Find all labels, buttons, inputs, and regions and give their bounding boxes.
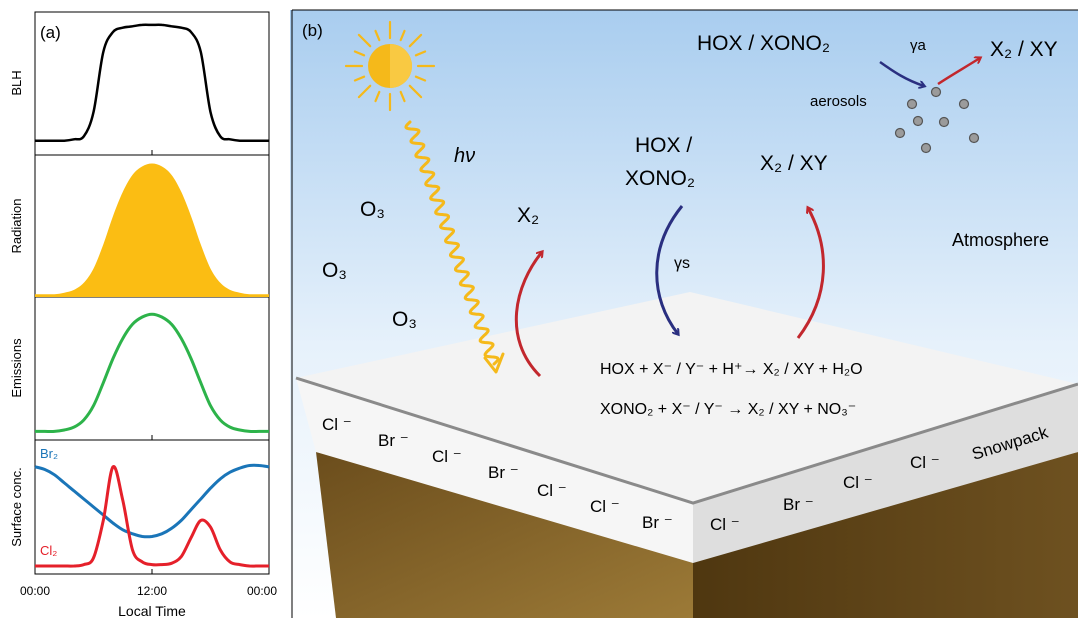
ion-label: Cl ⁻ — [322, 415, 352, 434]
ion-label: Cl ⁻ — [432, 447, 462, 466]
sun-ray — [414, 50, 427, 57]
xtick-0000-left: 00:00 — [20, 584, 50, 598]
x2-release-arrow — [514, 252, 542, 378]
sun-ray — [408, 33, 423, 48]
legend-br2: Br₂ — [40, 446, 58, 461]
hox-label-line1: HOX / — [635, 134, 692, 157]
ion-label: Cl ⁻ — [710, 515, 740, 534]
sun-ray — [353, 75, 366, 82]
xtick-1200: 12:00 — [137, 584, 167, 598]
sun-ray — [399, 90, 406, 103]
panel-b-label: (b) — [302, 21, 323, 40]
atmosphere-label: Atmosphere — [952, 230, 1049, 250]
ion-label: Br ⁻ — [642, 513, 673, 532]
ion-label: Cl ⁻ — [910, 453, 940, 472]
sun-ray — [374, 90, 381, 103]
subplot-emissions-frame — [34, 296, 270, 441]
sun-ray — [414, 75, 427, 82]
gamma-s-label: γs — [674, 255, 690, 272]
subplot-blh-frame — [34, 11, 270, 156]
radiation-area — [35, 163, 269, 297]
sun-ray — [357, 84, 372, 99]
sun-ray — [399, 29, 406, 42]
xtick-0000-right: 00:00 — [247, 584, 277, 598]
ozone-label-2: O₃ — [322, 259, 347, 282]
panel-b-diagram: (b) hν O₃ O₃ O₃ X₂ HOX / XONO₂ X₂ / XY γ… — [290, 9, 1078, 618]
ion-label: Cl ⁻ — [843, 473, 873, 492]
blh-line — [35, 23, 269, 143]
sun-icon — [344, 20, 436, 112]
legend-cl2: Cl₂ — [40, 543, 57, 558]
hox-label-line2: XONO₂ — [625, 167, 695, 190]
x2xy-mid-label: X₂ / XY — [760, 152, 828, 175]
subplot-surface-frame — [34, 439, 270, 575]
br2-line — [34, 463, 270, 539]
x2-label: X₂ — [517, 204, 539, 227]
ozone-label-3: O₃ — [392, 308, 417, 331]
soil-left-face — [316, 452, 693, 618]
snowpack-edge — [295, 376, 1078, 505]
ion-label: Br ⁻ — [783, 495, 814, 514]
sun-ray — [353, 50, 366, 57]
x2xy-top-label: X₂ / XY — [990, 38, 1058, 61]
sun-ray — [374, 29, 381, 42]
sun-ray — [357, 33, 372, 48]
ion-label: Br ⁻ — [378, 431, 409, 450]
aerosol-release-arrow — [937, 58, 980, 86]
uptake-arrow-gamma-s — [655, 205, 684, 334]
emissions-line — [35, 312, 269, 434]
hox-top-label: HOX / XONO₂ — [697, 32, 830, 55]
aerosol-uptake-arrow — [879, 60, 924, 86]
hv-wave-arrow — [404, 120, 500, 366]
ylabel-emissions: Emissions — [9, 338, 24, 398]
panel-a-chart: (a) BLH Radiation Emissions Surface conc… — [9, 11, 277, 618]
ozone-label-1: O₃ — [360, 198, 385, 221]
soil-right-face — [693, 452, 1078, 618]
snow-right-face — [693, 384, 1078, 563]
reaction-1: HOX + X⁻ / Y⁻ + H⁺→ X₂ / XY + H₂O — [600, 361, 863, 378]
ylabel-radiation: Radiation — [9, 199, 24, 254]
x2xy-release-arrow — [796, 208, 825, 339]
ion-label: Br ⁻ — [488, 463, 519, 482]
ion-label: Cl ⁻ — [537, 481, 567, 500]
aerosol-particles — [894, 86, 980, 154]
xlabel-local-time: Local Time — [118, 603, 186, 618]
hv-label: hν — [454, 145, 475, 167]
ylabel-blh: BLH — [9, 70, 24, 95]
sun-ray — [408, 84, 423, 99]
aerosols-label: aerosols — [810, 93, 867, 110]
cl2-line — [34, 465, 269, 568]
ion-label: Cl ⁻ — [590, 497, 620, 516]
gamma-a-label: γa — [910, 37, 927, 54]
hv-arrowhead — [483, 352, 505, 374]
snow-left-face — [296, 378, 693, 563]
reaction-2: XONO₂ + X⁻ / Y⁻ → X₂ / XY + NO₃⁻ — [600, 401, 856, 418]
panel-a-label: (a) — [40, 23, 61, 42]
ylabel-surface: Surface conc. — [9, 467, 24, 547]
